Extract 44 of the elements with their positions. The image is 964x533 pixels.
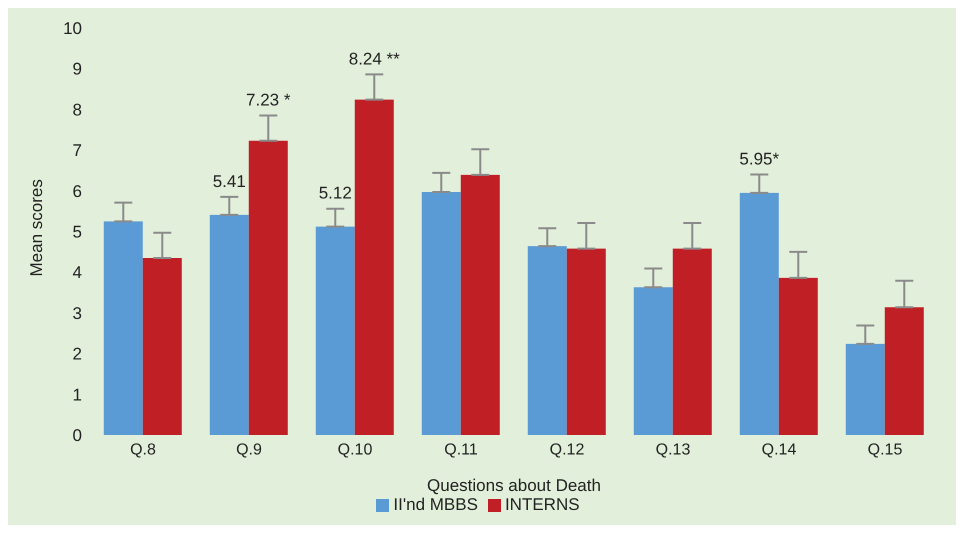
- y-tick-label: 9: [72, 60, 82, 79]
- bar: [316, 226, 355, 435]
- bar: [460, 174, 500, 435]
- y-tick-label: 10: [63, 19, 82, 38]
- legend-label: INTERNS: [504, 495, 580, 514]
- bar: [528, 246, 567, 435]
- bar: [634, 287, 673, 435]
- y-tick-label: 7: [72, 141, 82, 160]
- bar: [210, 214, 249, 435]
- bar: [566, 248, 606, 435]
- y-tick-label: 1: [72, 385, 82, 404]
- legend-label: II'nd MBBS: [393, 495, 478, 514]
- y-tick-label: 2: [72, 344, 82, 364]
- bar: [142, 258, 182, 435]
- bar: [884, 307, 924, 435]
- x-tick-label: Q.9: [236, 441, 262, 458]
- y-tick-label: 3: [72, 304, 82, 323]
- bar: [740, 192, 779, 435]
- bar: [778, 278, 818, 435]
- x-tick-label: Q.10: [338, 441, 372, 458]
- data-label: 5.41: [212, 172, 246, 191]
- x-tick-label: Q.14: [762, 441, 796, 458]
- y-axis-title: Mean scores: [27, 179, 46, 276]
- bar: [248, 140, 288, 435]
- data-label: 8.24 **: [348, 49, 400, 68]
- x-axis-title: Questions about Death: [427, 476, 601, 495]
- y-tick-label: 5: [72, 222, 82, 242]
- data-label: 5.12: [318, 184, 352, 203]
- bar: [422, 192, 461, 435]
- y-tick-label: 0: [72, 426, 82, 446]
- x-tick-label: Q.15: [868, 441, 902, 458]
- x-tick-label: Q.8: [130, 441, 156, 458]
- bar: [354, 100, 394, 435]
- x-tick-label: Q.13: [656, 441, 690, 458]
- data-label: 5.95*: [739, 150, 780, 169]
- bar: [846, 344, 885, 435]
- y-tick-label: 4: [72, 263, 82, 282]
- data-label: 7.23 *: [246, 90, 291, 110]
- x-tick-label: Q.12: [550, 441, 584, 458]
- y-tick-label: 6: [72, 182, 82, 201]
- bar: [672, 248, 712, 435]
- x-tick-label: Q.11: [444, 441, 478, 458]
- bar: [104, 221, 143, 435]
- y-tick-label: 8: [72, 100, 82, 120]
